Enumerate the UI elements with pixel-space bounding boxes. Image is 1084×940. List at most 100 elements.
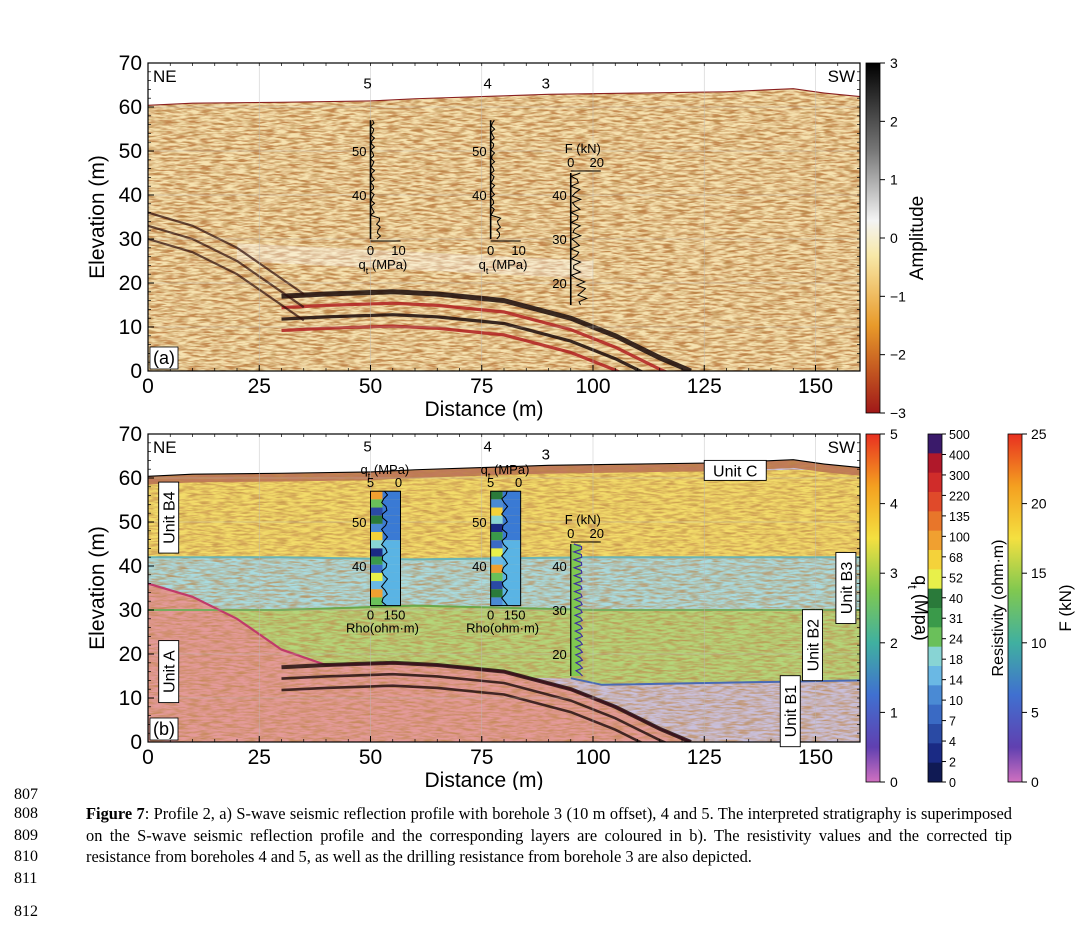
direction-label-sw: SW [828,438,855,457]
boundary-b4-b3 [148,556,860,561]
amplitude-tick-label: −3 [890,405,906,421]
resistivity-color-step [928,724,942,744]
dipping-reflector [148,237,305,322]
resistivity-color-step [928,530,942,551]
borehole-depth-label: 50 [472,515,486,530]
borehole-log-frame [490,490,522,607]
qt-tick-label: 4 [890,496,898,512]
resistivity-log-segment [502,532,521,541]
borehole-depth-label: 20 [552,647,566,662]
y-tick-label: 50 [119,140,142,163]
qt-log-segment [370,572,383,582]
x-tick-label: 25 [248,375,271,398]
resistivity-tick-label: 300 [949,469,970,483]
borehole-axis-tick: 0 [487,608,494,623]
y-axis-label: Elevation (m) [86,155,109,279]
resistivity-color-step [928,434,942,454]
borehole-depth-label: 40 [352,559,366,574]
x-tick-label: 0 [142,746,154,769]
panel-label-box [149,346,179,370]
borehole-number: 4 [483,76,491,93]
x-tick-label: 125 [687,746,722,769]
qt-log-segment [370,581,383,590]
qt-log-segment [370,507,383,516]
resistivity-tick-label: 220 [949,489,970,503]
resistivity-log-segment [382,540,401,549]
force-tick-label: 25 [1031,426,1047,442]
resistivity-log-segment [382,556,401,565]
resistivity-color-step [928,550,942,570]
unit-c-label: Unit C [703,459,767,481]
resistivity-color-step [928,492,942,512]
resistivity-log-segment [382,523,401,533]
borehole-depth-label: 30 [552,603,566,618]
y-axis-label: Elevation (m) [86,526,109,650]
qt-log-segment [490,499,503,508]
qt-log-segment [490,507,503,516]
resistivity-log-segment [382,499,401,508]
force-tick-label: 0 [1031,774,1039,790]
y-tick-label: 70 [119,423,142,446]
y-tick-label: 0 [130,731,142,754]
resistivity-log-segment [502,515,521,524]
unit-b4-label: Unit B4 [158,481,180,554]
y-tick-label: 50 [119,511,142,534]
borehole-number: 3 [542,76,550,93]
resistivity-color-step [928,453,942,474]
force-tick-label: 10 [1031,635,1047,651]
qt-log-segment [370,532,383,541]
resistivity-log-segment [382,564,401,573]
borehole-axis-tick: 0 [367,608,374,623]
panel-b: 0 25 50 75 100 125 150010203040506070Distance … [86,423,861,790]
panel-label: (b) [153,719,175,739]
force-log-fill [570,544,581,676]
y-tick-label: 70 [119,52,142,75]
qt-log-segment [490,589,503,598]
resistivity-log-segment [502,548,521,557]
qt-log-segment [370,589,383,598]
resistivity-log-segment [382,532,401,541]
borehole-axis-tick: 0 [567,155,574,170]
y-tick-label: 10 [119,687,142,710]
borehole-axis-tick: 0 [395,475,402,490]
unit-a-label: Unit A [158,640,180,704]
resistivity-tick-label: 14 [949,674,963,688]
resistivity-log-segment [382,572,401,582]
amplitude-tick-label: 1 [890,172,898,188]
y-tick-label: 10 [119,316,142,339]
dome-reflector [281,660,692,742]
unit-b1-label: Unit B1 [779,675,801,748]
resistivity-color-step [928,685,942,706]
qt-tick-label: 3 [890,565,898,581]
qt-tick-label: 0 [890,774,898,790]
borehole-axis-tick: 150 [504,608,526,623]
x-tick-label: 100 [575,746,610,769]
unit-label: Unit B4 [162,491,179,544]
qt-log-segment [490,556,503,565]
borehole-axis-tick: 0 [567,526,574,541]
qt-colorbar [865,433,881,783]
resistivity-colorbar-frame [927,433,943,783]
panel-a: 0 25 50 75 100 125 150010203040506070Distance … [86,52,861,421]
caption-text: : Profile 2, a) S-wave seismic reflectio… [86,804,1012,866]
qt-log-segment [370,523,383,533]
resistivity-tick-label: 400 [949,448,970,462]
x-tick-label: 50 [359,746,382,769]
resistivity-color-step [928,588,942,609]
borehole-axis-label: qt (MPa) [361,462,410,481]
borehole-axis-tick: 5 [487,475,494,490]
line-number: 812 [14,903,38,920]
air-region [148,63,860,105]
amplitude-tick-label: 0 [890,230,898,246]
borehole-depth-label: 40 [552,188,566,203]
unit-label-box [158,481,180,554]
resistivity-log-segment [502,499,521,508]
resistivity-tick-label: 18 [949,653,963,667]
line-number: 811 [14,870,38,887]
resistivity-tick-label: 68 [949,551,963,565]
x-axis-label: Distance (m) [424,769,543,790]
y-tick-label: 30 [119,228,142,251]
x-axis-label: Distance (m) [424,398,543,421]
